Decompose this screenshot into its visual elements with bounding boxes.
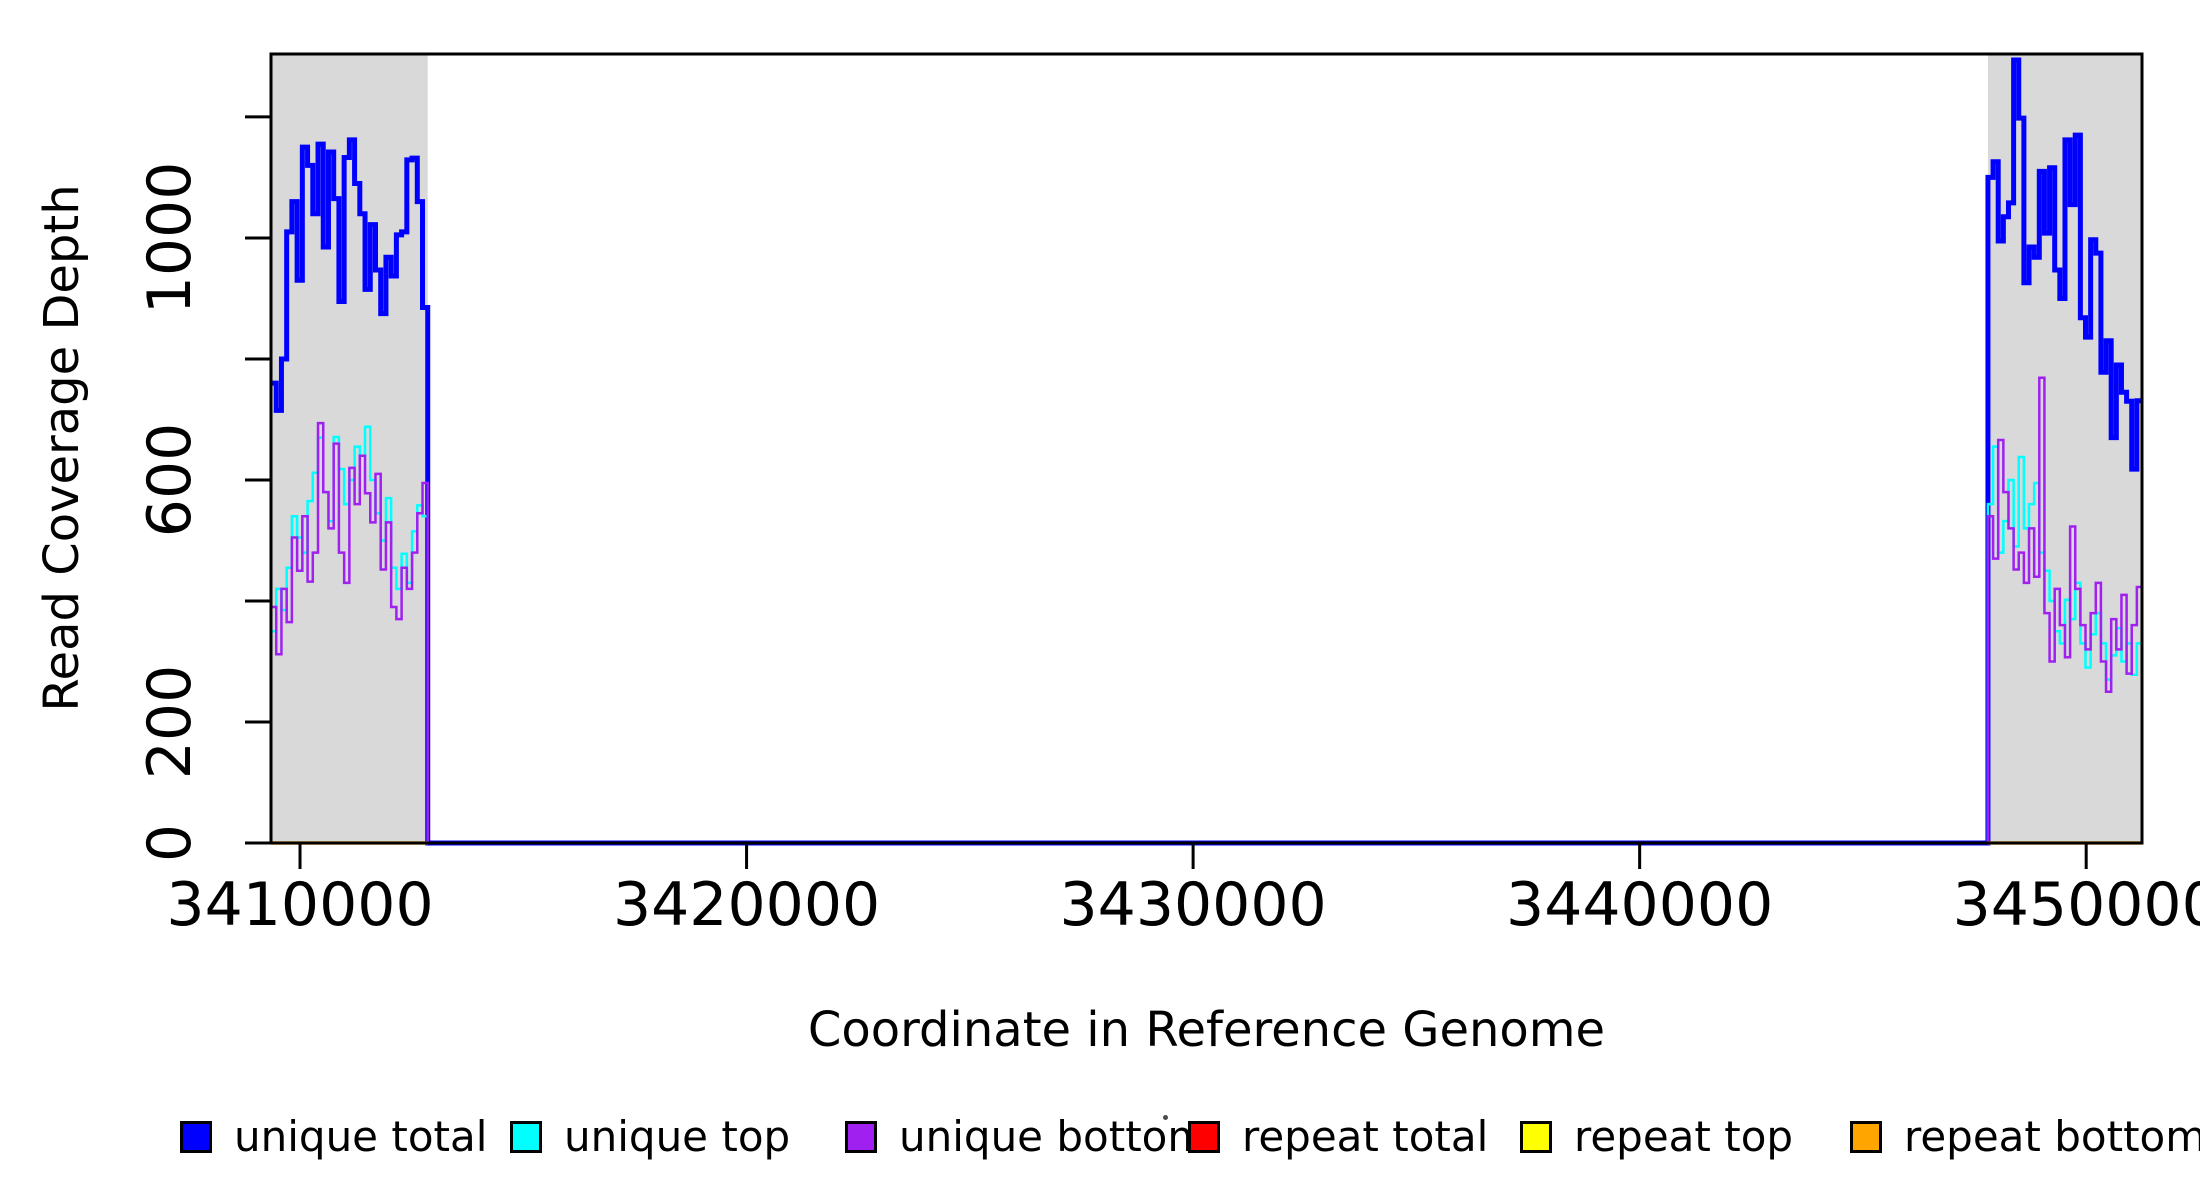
- legend-item-repeat-bottom: repeat bottom: [1850, 1112, 2200, 1161]
- stray-plot-dot: [1163, 1115, 1168, 1120]
- series-unique-bottom: [271, 376, 2142, 845]
- y-axis-title: Read Coverage Depth: [34, 184, 90, 712]
- y-tick-label: 200: [135, 665, 205, 780]
- y-tick-label: 600: [135, 423, 205, 538]
- repeat-total-swatch-icon: [1188, 1121, 1220, 1153]
- legend-label: unique bottom: [899, 1112, 1209, 1161]
- unique-bottom-swatch-icon: [845, 1121, 877, 1153]
- repeat-top-swatch-icon: [1520, 1121, 1552, 1153]
- x-tick-label: 3440000: [1506, 870, 1773, 940]
- x-tick-label: 3410000: [166, 870, 433, 940]
- series-unique-top: [271, 425, 2142, 845]
- x-tick-label: 3450000: [1953, 870, 2200, 940]
- x-axis-title: Coordinate in Reference Genome: [807, 1002, 1606, 1058]
- y-tick-label: 1000: [135, 162, 205, 315]
- legend-label: unique top: [564, 1112, 791, 1161]
- unique-top-swatch-icon: [510, 1121, 542, 1153]
- unique-total-swatch-icon: [180, 1121, 212, 1153]
- legend: unique total unique top unique bottom re…: [0, 1112, 2200, 1180]
- legend-item-unique-total: unique total: [180, 1112, 488, 1161]
- legend-label: repeat top: [1574, 1112, 1794, 1161]
- legend-label: repeat total: [1242, 1112, 1489, 1161]
- legend-item-repeat-total: repeat total: [1188, 1112, 1489, 1161]
- repeat-bottom-swatch-icon: [1850, 1121, 1882, 1153]
- shaded-region: [271, 54, 428, 843]
- x-tick-label: 3430000: [1059, 870, 1326, 940]
- legend-label: repeat bottom: [1904, 1112, 2200, 1161]
- legend-label: unique total: [234, 1112, 488, 1161]
- series-unique-total: [271, 57, 2142, 846]
- legend-item-repeat-top: repeat top: [1520, 1112, 1794, 1161]
- y-tick-label: 0: [135, 824, 205, 862]
- legend-item-unique-bottom: unique bottom: [845, 1112, 1209, 1161]
- x-tick-label: 3420000: [613, 870, 880, 940]
- legend-item-unique-top: unique top: [510, 1112, 791, 1161]
- plot-box: [269, 52, 2144, 845]
